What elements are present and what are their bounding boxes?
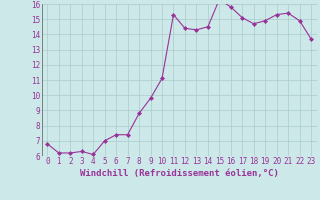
X-axis label: Windchill (Refroidissement éolien,°C): Windchill (Refroidissement éolien,°C) — [80, 169, 279, 178]
